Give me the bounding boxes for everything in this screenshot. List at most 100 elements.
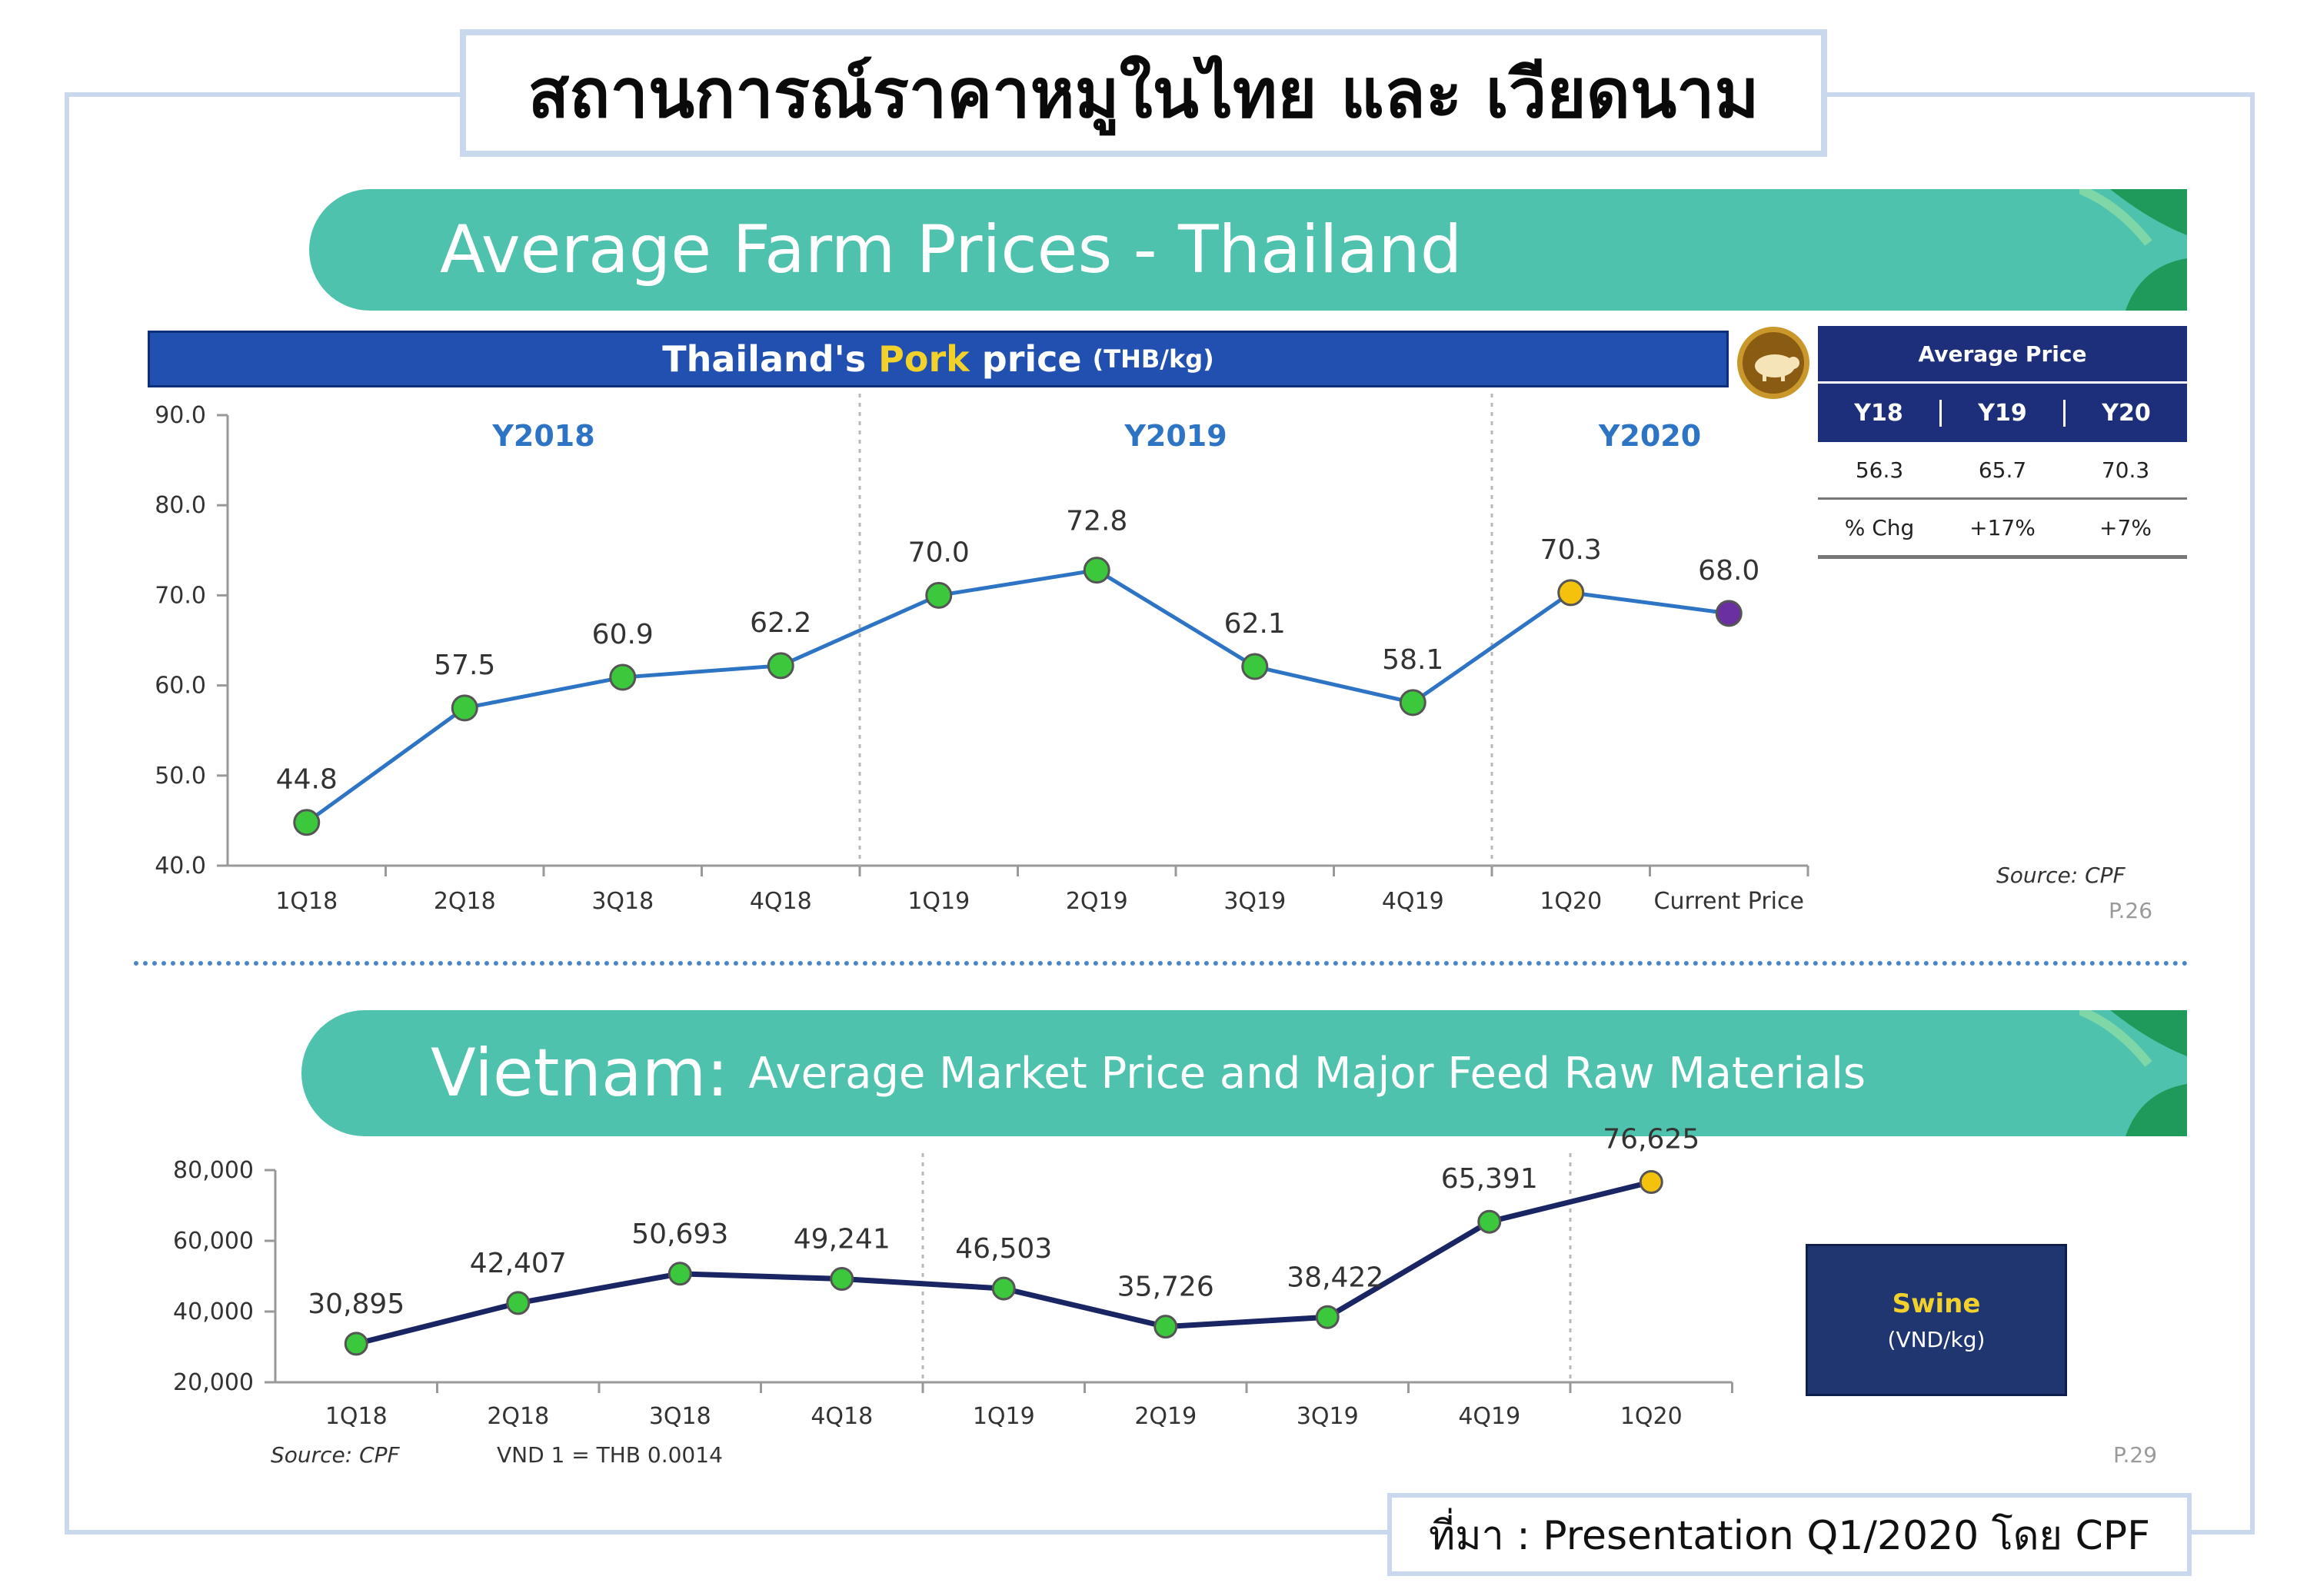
data-label: 49,241 bbox=[794, 1223, 891, 1255]
data-label: 42,407 bbox=[470, 1248, 567, 1279]
section-separator bbox=[134, 961, 2189, 966]
pork-title-part2: price bbox=[981, 338, 1082, 380]
thailand-banner-title: Average Farm Prices - Thailand bbox=[440, 211, 1463, 288]
series-line bbox=[305, 567, 1729, 824]
vietnam-source-note: Source: CPF bbox=[271, 1442, 400, 1468]
x-tick-label: 3Q19 bbox=[1223, 888, 1286, 915]
vietnam-banner-subtitle: Average Market Price and Major Feed Raw … bbox=[748, 1048, 1866, 1099]
data-point bbox=[991, 1276, 1016, 1301]
x-tick-label: 3Q18 bbox=[649, 1403, 711, 1430]
avg-table-values-row: 56.3 65.7 70.3 bbox=[1818, 442, 2187, 500]
data-label: 38,422 bbox=[1287, 1262, 1383, 1293]
y-tick-label: 60,000 bbox=[173, 1228, 254, 1255]
y-tick-label: 70.0 bbox=[155, 582, 206, 609]
y-tick-label: 40,000 bbox=[173, 1298, 254, 1325]
thailand-banner: Average Farm Prices - Thailand bbox=[309, 189, 2187, 311]
pig-icon bbox=[1737, 327, 1809, 399]
x-tick-label: 1Q19 bbox=[973, 1403, 1035, 1430]
avg-table-year: Y18 bbox=[1854, 399, 1903, 427]
data-label: 62.2 bbox=[750, 607, 811, 639]
data-point bbox=[506, 1291, 531, 1315]
average-price-table: Average Price Y18 Y19 Y20 56.3 65.7 70.3… bbox=[1818, 326, 2187, 559]
data-label: 46,503 bbox=[955, 1233, 1052, 1265]
y-tick-label: 80.0 bbox=[155, 492, 206, 519]
vietnam-banner-title: Vietnam: bbox=[431, 1035, 729, 1112]
x-tick-label: 4Q18 bbox=[811, 1403, 873, 1430]
x-tick-label: 2Q18 bbox=[487, 1403, 549, 1430]
data-label: 70.0 bbox=[908, 537, 970, 568]
data-point bbox=[1639, 1170, 1663, 1195]
swine-label: Swine bbox=[1892, 1288, 1981, 1319]
data-label: 72.8 bbox=[1066, 506, 1127, 537]
pork-title-part1: Thailand's bbox=[662, 338, 867, 380]
x-tick-label: 1Q18 bbox=[275, 888, 338, 915]
data-label: 70.3 bbox=[1540, 534, 1602, 566]
data-point bbox=[1083, 557, 1110, 584]
swine-unit: (VND/kg) bbox=[1887, 1326, 1986, 1352]
vietnam-banner: Vietnam: Average Market Price and Major … bbox=[301, 1010, 2187, 1136]
data-point bbox=[609, 663, 637, 691]
avg-table-change-value: +17% bbox=[1969, 514, 2036, 540]
data-point bbox=[925, 581, 953, 609]
data-label: 57.5 bbox=[434, 650, 495, 681]
year-group-label: Y2019 bbox=[1124, 419, 1227, 453]
footer-source: ที่มา : Presentation Q1/2020 โดย CPF bbox=[1387, 1493, 2192, 1576]
x-tick-label: 4Q19 bbox=[1382, 888, 1444, 915]
year-group-label: Y2018 bbox=[491, 419, 594, 453]
avg-table-value: 65.7 bbox=[1978, 457, 2027, 483]
data-point bbox=[830, 1266, 854, 1291]
x-tick-label: Current Price bbox=[1654, 888, 1804, 915]
x-tick-label: 2Q19 bbox=[1134, 1403, 1197, 1430]
x-tick-label: 1Q18 bbox=[325, 1403, 388, 1430]
pork-title-highlight: Pork bbox=[878, 338, 970, 380]
x-tick-label: 3Q19 bbox=[1297, 1403, 1359, 1430]
data-point bbox=[1399, 689, 1426, 717]
exchange-rate-note: VND 1 = THB 0.0014 bbox=[497, 1442, 723, 1468]
x-tick-label: 1Q19 bbox=[907, 888, 970, 915]
data-point bbox=[1154, 1315, 1178, 1339]
x-tick-label: 4Q19 bbox=[1458, 1403, 1520, 1430]
data-label: 62.1 bbox=[1224, 608, 1286, 640]
x-tick-label: 2Q19 bbox=[1066, 888, 1128, 915]
main-title-box: สถานการณ์ราคาหมูในไทย และ เวียดนาม bbox=[460, 29, 1827, 157]
data-point bbox=[1241, 653, 1269, 680]
year-group-label: Y2020 bbox=[1598, 419, 1701, 453]
data-point bbox=[344, 1332, 368, 1356]
x-tick-label: 3Q18 bbox=[591, 888, 654, 915]
data-point bbox=[451, 694, 478, 722]
thailand-page-number: P.26 bbox=[2109, 898, 2153, 923]
avg-table-years-row: Y18 Y19 Y20 bbox=[1818, 381, 2187, 442]
data-point bbox=[1315, 1305, 1340, 1329]
avg-table-change-label: % Chg bbox=[1844, 514, 1915, 540]
data-label: 35,726 bbox=[1117, 1272, 1214, 1303]
avg-table-title: Average Price bbox=[1818, 326, 2187, 381]
y-tick-label: 50.0 bbox=[155, 763, 206, 790]
thailand-pork-price-chart: 40.0 50.0 60.0 70.0 80.0 90.0 1Q18 2Q18 3Q18 4Q18… bbox=[155, 394, 1809, 915]
data-label: 58.1 bbox=[1382, 644, 1443, 676]
y-tick-label: 20,000 bbox=[173, 1369, 254, 1396]
pork-price-title-bar: Thailand's Pork price (THB/kg) bbox=[148, 331, 1729, 387]
avg-table-value: 70.3 bbox=[2101, 457, 2150, 483]
y-tick-label: 60.0 bbox=[155, 673, 206, 700]
avg-table-year: Y20 bbox=[2063, 399, 2187, 427]
data-label: 65,391 bbox=[1441, 1163, 1538, 1195]
main-title: สถานการณ์ราคาหมูในไทย และ เวียดนาม bbox=[528, 54, 1759, 133]
data-label: 76,625 bbox=[1603, 1124, 1699, 1155]
data-point bbox=[1477, 1209, 1502, 1234]
y-tick-label: 90.0 bbox=[155, 402, 206, 429]
x-tick-label: 1Q20 bbox=[1620, 1403, 1683, 1430]
vietnam-page-number: P.29 bbox=[2113, 1442, 2158, 1468]
x-tick-label: 1Q20 bbox=[1540, 888, 1602, 915]
avg-table-value: 56.3 bbox=[1855, 457, 1904, 483]
avg-table-change-value: +7% bbox=[2099, 514, 2152, 540]
x-tick-label: 2Q18 bbox=[434, 888, 496, 915]
data-label: 50,693 bbox=[631, 1219, 728, 1250]
data-label: 44.8 bbox=[276, 764, 338, 796]
data-point bbox=[1715, 600, 1743, 627]
data-point bbox=[1557, 579, 1585, 607]
data-label: 30,895 bbox=[308, 1288, 404, 1320]
data-label: 60.9 bbox=[592, 619, 654, 650]
avg-table-year: Y19 bbox=[1939, 399, 2063, 427]
y-tick-label: 40.0 bbox=[155, 853, 206, 879]
